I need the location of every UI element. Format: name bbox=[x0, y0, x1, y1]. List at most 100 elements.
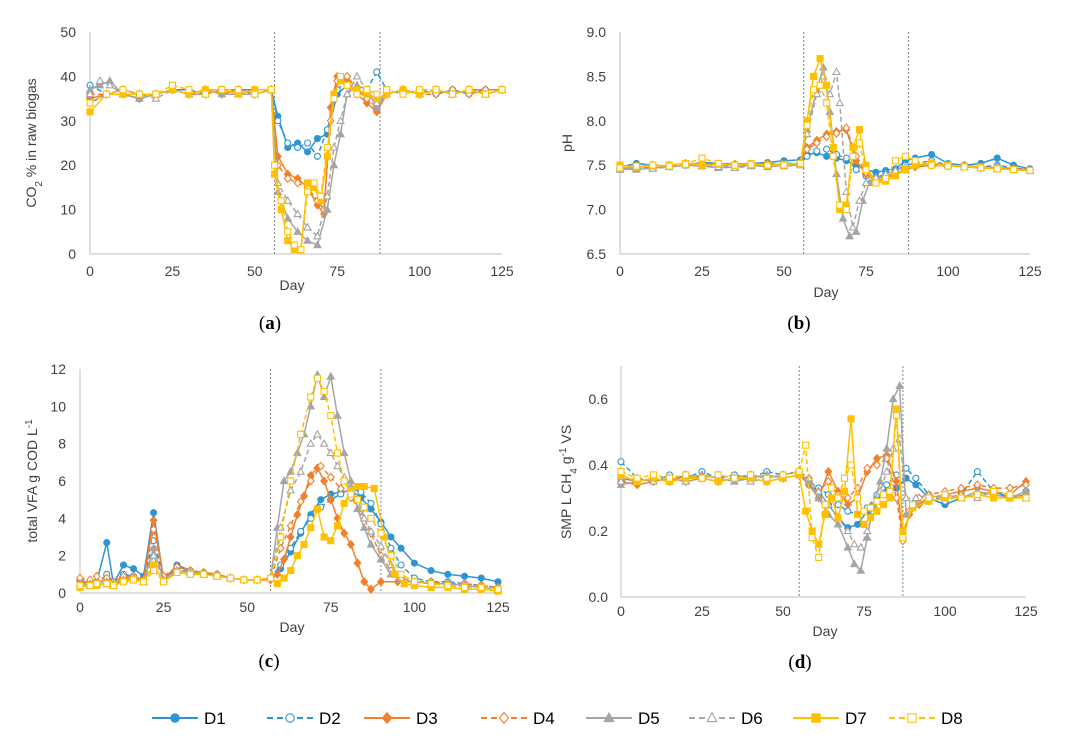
data-point-D8 bbox=[353, 90, 361, 98]
chart-panel-a: 0 10 20 30 40 50 0 25 50 75 100 125 Day CO2 % in raw … bbox=[23, 24, 514, 293]
x-tick-label: 50 bbox=[239, 599, 255, 615]
data-point-D3 bbox=[376, 577, 385, 587]
data-point-D6 bbox=[306, 438, 316, 447]
data-point-D8 bbox=[383, 86, 391, 94]
data-point-D8 bbox=[494, 585, 502, 593]
data-point-D6 bbox=[319, 438, 329, 447]
x-tick-label: 125 bbox=[1014, 603, 1038, 619]
data-point-D8 bbox=[899, 534, 907, 542]
data-point-D8 bbox=[444, 581, 452, 590]
series-line-D6 bbox=[89, 75, 503, 237]
x-tick-label: 0 bbox=[616, 263, 624, 279]
data-point-D8 bbox=[330, 95, 338, 103]
legend-marker bbox=[603, 711, 615, 723]
data-point-D7 bbox=[300, 540, 308, 549]
data-point-D5 bbox=[856, 565, 866, 574]
data-point-D8 bbox=[410, 578, 418, 586]
data-point-D3 bbox=[346, 539, 355, 550]
data-point-D2 bbox=[813, 147, 821, 155]
data-point-D8 bbox=[925, 494, 933, 502]
series-line-D4 bbox=[620, 457, 1027, 542]
series-D2 bbox=[86, 68, 506, 160]
data-point-D8 bbox=[313, 374, 321, 382]
panel-label-c: (c) bbox=[258, 651, 279, 672]
data-point-D5 bbox=[306, 401, 316, 410]
data-point-D5 bbox=[346, 476, 356, 485]
x-tick-label: 100 bbox=[403, 599, 427, 615]
data-point-D7 bbox=[277, 206, 285, 214]
data-point-D8 bbox=[853, 494, 862, 502]
x-tick-label: 0 bbox=[76, 599, 84, 615]
data-point-D4 bbox=[149, 524, 158, 535]
data-point-D7 bbox=[327, 537, 335, 545]
data-point-D2 bbox=[274, 117, 282, 125]
data-point-D8 bbox=[297, 246, 305, 254]
data-point-D8 bbox=[666, 474, 674, 482]
data-point-D3 bbox=[326, 495, 335, 505]
x-tick-label: 75 bbox=[323, 599, 339, 615]
x-axis-title: Day bbox=[280, 619, 305, 635]
series-line-D6 bbox=[620, 437, 1027, 549]
data-point-D6 bbox=[149, 550, 158, 559]
data-point-D6 bbox=[856, 542, 866, 551]
x-tick-label: 25 bbox=[694, 263, 710, 279]
data-point-D7 bbox=[340, 499, 348, 507]
data-point-D8 bbox=[1026, 166, 1034, 175]
data-point-D7 bbox=[323, 152, 331, 160]
data-point-D6 bbox=[333, 461, 342, 470]
data-point-D8 bbox=[76, 581, 84, 590]
data-point-D3 bbox=[353, 558, 362, 568]
data-point-D3 bbox=[892, 476, 901, 487]
data-point-D8 bbox=[763, 474, 771, 482]
legend-marker bbox=[811, 713, 821, 723]
data-point-D8 bbox=[779, 471, 787, 479]
x-tick-label: 75 bbox=[329, 263, 345, 279]
data-point-D8 bbox=[649, 471, 657, 479]
y-tick-label: 12 bbox=[50, 361, 66, 377]
legend-label: D1 bbox=[204, 709, 226, 728]
data-point-D8 bbox=[828, 484, 836, 492]
data-point-D3 bbox=[273, 569, 282, 579]
data-point-D8 bbox=[234, 86, 242, 94]
data-point-D8 bbox=[823, 99, 831, 107]
data-point-D8 bbox=[150, 567, 158, 575]
data-point-D1 bbox=[387, 533, 395, 541]
series-D4 bbox=[616, 453, 1031, 546]
series-D1 bbox=[616, 149, 1034, 176]
data-point-D5 bbox=[326, 371, 336, 380]
data-point-D8 bbox=[803, 121, 811, 129]
data-point-D4 bbox=[812, 138, 821, 148]
data-point-D6 bbox=[848, 222, 858, 231]
x-tick-label: 0 bbox=[617, 603, 625, 619]
data-point-D5 bbox=[845, 231, 854, 240]
data-point-D6 bbox=[832, 67, 841, 76]
data-point-D8 bbox=[119, 86, 127, 94]
y-tick-label: 0.2 bbox=[589, 523, 609, 539]
y-tick-label: 6 bbox=[58, 473, 66, 489]
data-point-D7 bbox=[828, 494, 836, 502]
data-point-D6 bbox=[329, 142, 339, 151]
data-point-D1 bbox=[103, 539, 111, 547]
legend-marker bbox=[498, 711, 510, 725]
data-point-D2 bbox=[973, 468, 981, 476]
series-D2 bbox=[617, 458, 1030, 519]
data-point-D4 bbox=[283, 173, 292, 184]
data-point-D7 bbox=[879, 501, 887, 509]
data-point-D2 bbox=[397, 561, 405, 569]
data-point-D4 bbox=[892, 493, 901, 503]
data-point-D8 bbox=[498, 86, 506, 94]
data-point-D8 bbox=[347, 490, 355, 498]
data-point-D6 bbox=[616, 476, 626, 485]
data-point-D8 bbox=[795, 468, 803, 476]
data-point-D7 bbox=[860, 520, 868, 528]
data-point-D3 bbox=[366, 584, 375, 594]
data-point-D5 bbox=[875, 476, 885, 485]
data-point-D8 bbox=[271, 161, 279, 169]
data-point-D6 bbox=[352, 71, 362, 80]
data-point-D1 bbox=[912, 481, 920, 489]
data-point-D8 bbox=[665, 162, 673, 170]
data-point-D8 bbox=[432, 86, 440, 94]
data-point-D8 bbox=[427, 580, 435, 588]
data-point-D8 bbox=[277, 197, 285, 205]
